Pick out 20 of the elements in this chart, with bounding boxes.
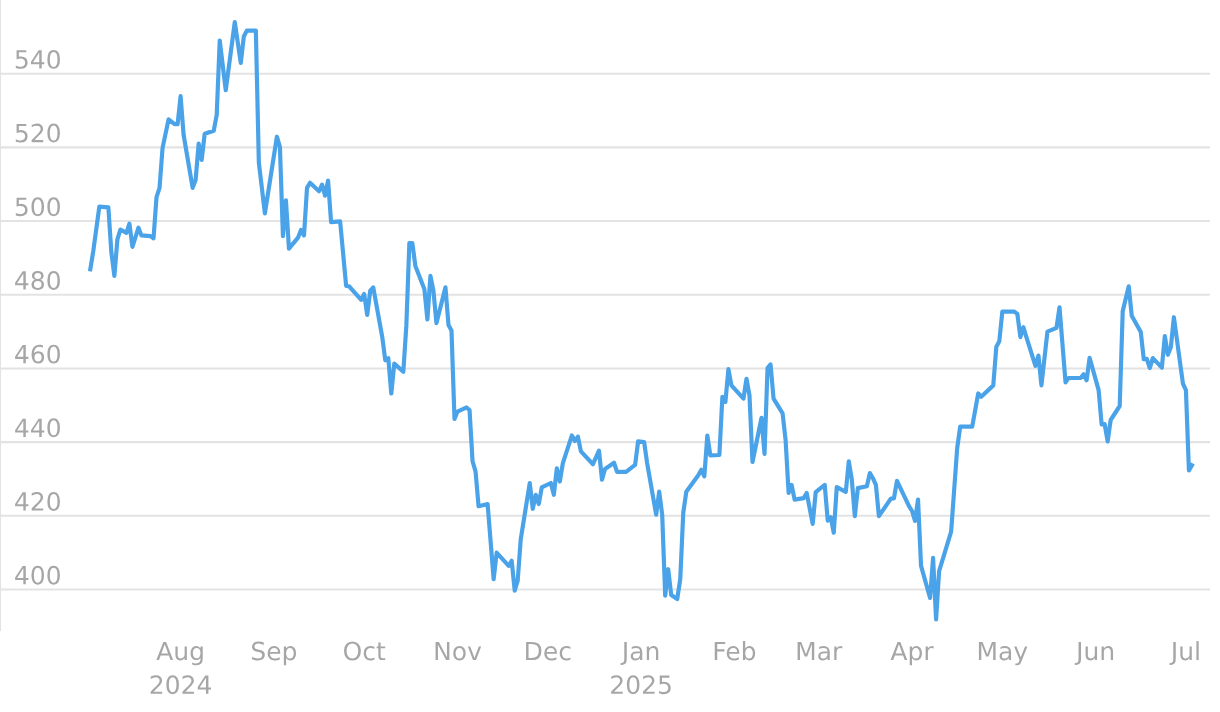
y-tick-label: 480: [15, 270, 60, 290]
x-tick-label: Jul: [1169, 641, 1199, 666]
x-tick-label: Dec: [526, 641, 571, 661]
x-tick-label: Apr: [890, 641, 934, 666]
y-tick-label: 540: [15, 49, 60, 69]
x-tick-label: Sep: [251, 641, 297, 666]
y-tick-label: 440: [15, 418, 60, 438]
x-tick-label: Jan 2025: [611, 641, 671, 695]
x-tick-label: Jun: [1074, 641, 1114, 666]
y-tick-label: 460: [15, 344, 60, 364]
x-tick-label: Oct: [343, 641, 386, 661]
y-tick-label: 520: [15, 123, 60, 143]
y-tick-label: 500: [15, 197, 60, 217]
y-tick-label: 420: [15, 492, 60, 511]
x-tick-label: Nov: [435, 641, 482, 661]
x-tick-label: Mar: [797, 641, 843, 661]
x-tick-label: Feb: [714, 641, 756, 661]
x-tick-label: May: [978, 641, 1028, 666]
x-tick-label: Aug 2024: [150, 641, 212, 695]
y-tick-label: 400: [15, 565, 60, 585]
